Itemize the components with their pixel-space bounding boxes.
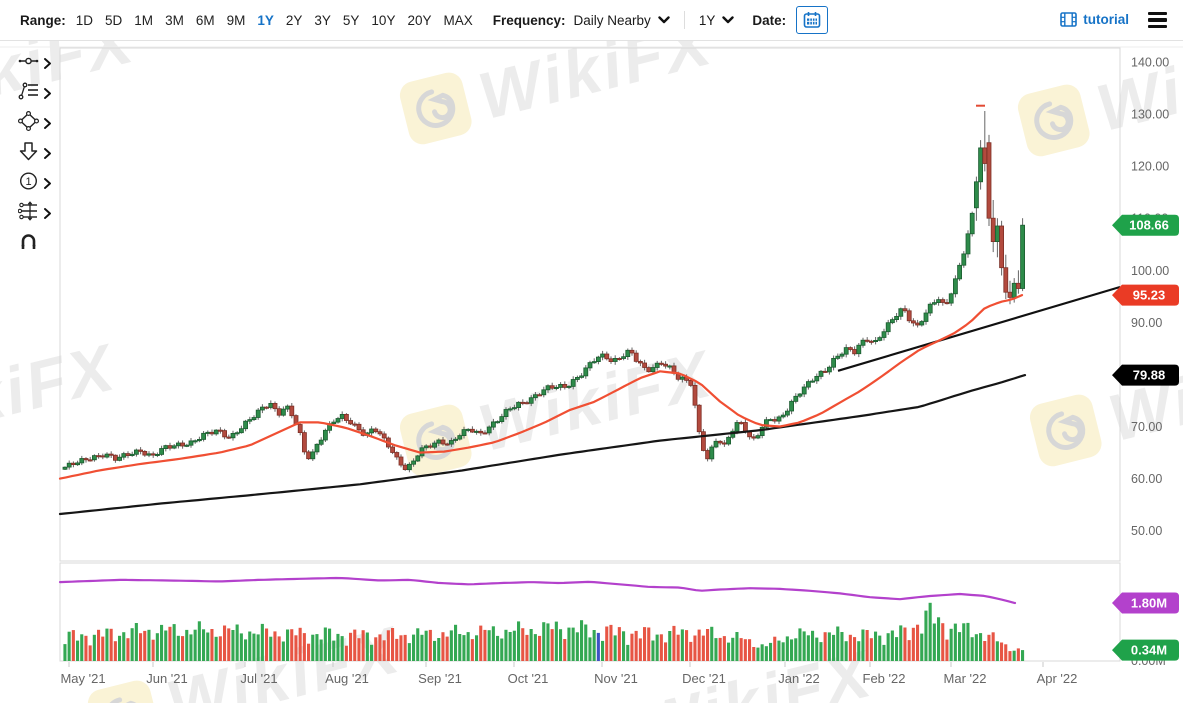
numbered-label-tool[interactable]: 1 (0, 168, 58, 198)
last-volume-tag (1112, 639, 1179, 661)
svg-text:Sep '21: Sep '21 (418, 671, 462, 686)
svg-text:95.23: 95.23 (1133, 288, 1166, 303)
magnet-snap-tool-icon (18, 231, 39, 256)
range-option-20y[interactable]: 20Y (407, 12, 432, 28)
film-icon (1060, 12, 1078, 28)
svg-text:120.00: 120.00 (1131, 160, 1169, 174)
magnet-snap-tool[interactable] (0, 228, 58, 258)
svg-text:70.00: 70.00 (1131, 420, 1162, 434)
svg-text:130.00: 130.00 (1131, 108, 1169, 122)
arrow-marker-tool-icon (18, 141, 39, 166)
svg-text:Nov '21: Nov '21 (594, 671, 638, 686)
open-interest-tag (1112, 592, 1179, 614)
chevron-down-icon (658, 16, 670, 24)
trendline-annotation (837, 285, 1121, 372)
arrow-marker-tool[interactable] (0, 138, 58, 168)
range-option-3y[interactable]: 3Y (314, 12, 331, 28)
drawing-tools-sidebar: 1 (0, 48, 58, 258)
tutorial-label: tutorial (1083, 12, 1129, 28)
svg-text:90.00: 90.00 (1131, 316, 1162, 330)
frequency-value: Daily Nearby (573, 12, 651, 28)
svg-text:Aug '21: Aug '21 (325, 671, 369, 686)
svg-text:140.00: 140.00 (1131, 56, 1169, 70)
svg-text:Apr '22: Apr '22 (1037, 671, 1078, 686)
period-dropdown[interactable]: 1Y (695, 13, 739, 28)
range-option-10y[interactable]: 10Y (371, 12, 396, 28)
svg-text:Mar '22: Mar '22 (944, 671, 987, 686)
range-option-max[interactable]: MAX (443, 12, 473, 28)
svg-text:0.34M: 0.34M (1131, 643, 1167, 658)
toolbar-divider (683, 11, 685, 29)
menu-button[interactable] (1148, 11, 1167, 29)
volume-bars (63, 602, 1025, 661)
calendar-icon (803, 12, 821, 28)
svg-text:Oct '21: Oct '21 (508, 671, 549, 686)
frequency-label: Frequency: (492, 12, 566, 28)
svg-text:Feb '22: Feb '22 (863, 671, 906, 686)
trendline-tool-icon (18, 51, 39, 76)
range-option-6m[interactable]: 6M (195, 12, 215, 28)
date-picker-button[interactable] (796, 6, 829, 34)
fast-moving-average-line (58, 294, 1024, 480)
svg-text:79.88: 79.88 (1133, 368, 1166, 383)
range-option-1d[interactable]: 1D (75, 12, 94, 28)
trendline-tool[interactable] (0, 48, 58, 78)
range-option-2y[interactable]: 2Y (285, 12, 303, 28)
shape-tool[interactable] (0, 108, 58, 138)
shape-tool-icon (18, 110, 40, 136)
range-option-1m[interactable]: 1M (134, 12, 154, 28)
range-option-3m[interactable]: 3M (165, 12, 184, 28)
svg-text:60.00: 60.00 (1131, 472, 1162, 486)
slow-moving-average-line (58, 374, 1027, 516)
svg-text:Dec '21: Dec '21 (682, 671, 726, 686)
tutorial-button[interactable]: tutorial (1060, 12, 1129, 27)
fibonacci-tool-icon (17, 200, 39, 226)
svg-text:Jul '21: Jul '21 (240, 671, 277, 686)
slow-ma-value-tag (1112, 364, 1179, 386)
svg-text:1.80M: 1.80M (1131, 596, 1167, 611)
svg-text:100.00: 100.00 (1131, 264, 1169, 278)
last-price-tag (1112, 214, 1179, 236)
annotation-list-tool-icon (18, 81, 39, 106)
range-option-5d[interactable]: 5D (105, 12, 123, 28)
fibonacci-tool[interactable] (0, 198, 58, 228)
range-option-9m[interactable]: 9M (226, 12, 246, 28)
svg-text:Jan '22: Jan '22 (778, 671, 820, 686)
range-selector: 1D 5D 1M 3M 6M 9M 1Y 2Y 3Y 5Y 10Y 20Y MAX (70, 13, 479, 28)
candlesticks (62, 111, 1025, 473)
period-value: 1Y (698, 12, 716, 28)
range-option-1y[interactable]: 1Y (257, 12, 274, 28)
svg-text:50.00: 50.00 (1131, 524, 1162, 538)
svg-text:108.66: 108.66 (1129, 218, 1169, 233)
numbered-label-tool-icon: 1 (18, 171, 39, 196)
chart-toolbar: Range: 1D 5D 1M 3M 6M 9M 1Y 2Y 3Y 5Y 10Y 20Y MAX Fre… (0, 0, 1183, 41)
range-label: Range: (20, 12, 66, 28)
date-label: Date: (752, 12, 787, 28)
svg-text:Jun '21: Jun '21 (146, 671, 188, 686)
frequency-dropdown[interactable]: Daily Nearby (570, 13, 674, 28)
fast-ma-value-tag (1112, 284, 1179, 306)
range-option-5y[interactable]: 5Y (342, 12, 360, 28)
svg-text:1: 1 (25, 175, 31, 187)
open-interest-line (58, 576, 1017, 605)
svg-text:May '21: May '21 (60, 671, 105, 686)
chevron-down-icon (722, 16, 735, 24)
annotation-list-tool[interactable] (0, 78, 58, 108)
